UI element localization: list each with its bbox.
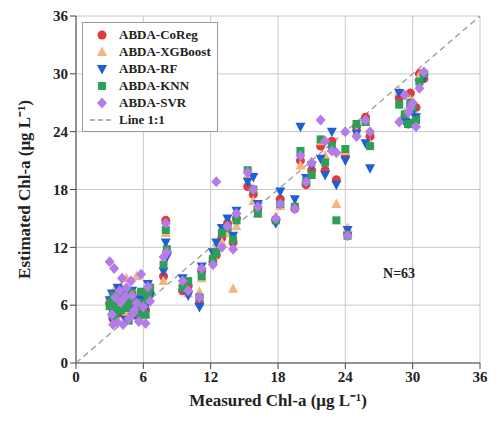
- svg-text:30: 30: [405, 369, 420, 385]
- html-text:ABDA-CoReg: ABDA-CoReg: [119, 26, 198, 42]
- svg-text:36: 36: [473, 369, 489, 385]
- svg-text:24: 24: [53, 124, 69, 140]
- svg-text:6: 6: [140, 369, 148, 385]
- html-text:ABDA-XGBoost: ABDA-XGBoost: [119, 43, 211, 59]
- svg-text:6: 6: [61, 297, 69, 313]
- svg-text:12: 12: [203, 369, 218, 385]
- svg-text:Estimated Chl-a (μg L⁻¹): Estimated Chl-a (μg L⁻¹): [15, 100, 34, 279]
- svg-text:0: 0: [72, 369, 80, 385]
- html-text:N=63: N=63: [383, 265, 416, 281]
- svg-text:Measured Chl-a (μg L⁻¹): Measured Chl-a (μg L⁻¹): [189, 391, 367, 410]
- svg-text:30: 30: [53, 66, 68, 82]
- svg-text:18: 18: [271, 369, 286, 385]
- svg-text:24: 24: [338, 369, 354, 385]
- svg-text:12: 12: [53, 240, 68, 256]
- html-text:ABDA-SVR: ABDA-SVR: [119, 94, 187, 110]
- svg-text:36: 36: [53, 8, 69, 24]
- svg-text:18: 18: [53, 182, 68, 198]
- html-text:Line 1:1: Line 1:1: [119, 111, 165, 127]
- svg-text:0: 0: [61, 355, 69, 371]
- html-text:ABDA-RF: ABDA-RF: [119, 60, 178, 76]
- html-text:ABDA-KNN: ABDA-KNN: [119, 77, 190, 93]
